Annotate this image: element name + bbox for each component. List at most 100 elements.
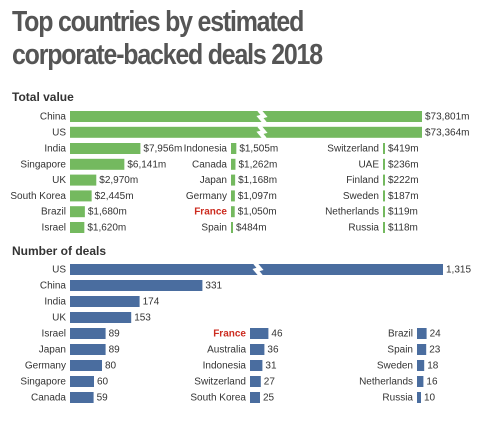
bar-finland	[383, 174, 385, 186]
category-label-finland: Finland	[346, 175, 379, 186]
bar-germany	[231, 190, 235, 202]
category-label-russia: Russia	[382, 393, 413, 404]
bar-switzerland	[250, 376, 261, 387]
bar-japan	[231, 174, 236, 186]
category-label-uk: UK	[52, 313, 66, 324]
category-label-china: China	[40, 281, 67, 292]
value-label-france: $1,050m	[238, 207, 277, 218]
category-label-netherlands: Netherlands	[325, 207, 379, 218]
category-label-indonesia: Indonesia	[203, 361, 247, 372]
value-label-spain: $484m	[236, 223, 267, 234]
bar-australia	[250, 344, 265, 355]
bar-india	[70, 143, 141, 154]
value-label-india: 174	[143, 297, 160, 308]
value-label-china: $73,801m	[425, 112, 469, 123]
category-label-south-korea: South Korea	[190, 393, 246, 404]
bar-uk	[70, 174, 97, 186]
value-label-australia: 36	[267, 345, 279, 356]
bar-india	[70, 296, 140, 307]
value-label-us: $73,364m	[425, 127, 469, 138]
category-label-china: China	[40, 112, 67, 123]
category-label-spain: Spain	[201, 223, 227, 234]
bar-canada	[70, 392, 94, 403]
category-label-uae: UAE	[358, 159, 379, 170]
category-label-germany: Germany	[186, 191, 227, 202]
category-label-singapore: Singapore	[20, 377, 66, 388]
value-label-brazil: 24	[430, 329, 442, 340]
value-label-canada: $1,262m	[238, 159, 277, 170]
value-label-canada: 59	[97, 393, 109, 404]
number-of-deals-panel: Number of deals US 1,315 China 331 India 174 UK…	[12, 244, 471, 404]
value-label-uae: $236m	[388, 159, 419, 170]
bar-china	[70, 111, 422, 122]
chart-title-line-2: corporate-backed deals 2018	[12, 39, 323, 71]
bar-switzerland	[383, 143, 385, 154]
category-label-switzerland: Switzerland	[194, 377, 246, 388]
category-label-france: France	[213, 329, 246, 340]
category-label-switzerland: Switzerland	[327, 144, 379, 155]
bar-singapore	[70, 158, 125, 170]
bar-netherlands	[417, 376, 424, 387]
category-label-sweden: Sweden	[377, 361, 413, 372]
value-label-spain: 23	[429, 345, 441, 356]
value-label-france: 46	[271, 329, 283, 340]
bar-china	[70, 280, 203, 291]
value-label-japan: $1,168m	[238, 175, 277, 186]
bar-brazil	[417, 328, 427, 339]
value-label-india: $7,956m	[143, 144, 182, 155]
bar-brazil	[70, 206, 85, 218]
bar-spain	[417, 344, 427, 355]
bar-spain	[231, 222, 233, 233]
category-label-brazil: Brazil	[41, 207, 66, 218]
value-label-brazil: $1,680m	[88, 207, 127, 218]
bar-france	[250, 328, 269, 339]
category-label-south-korea: South Korea	[10, 191, 66, 202]
bar-indonesia	[231, 143, 237, 154]
bar-south-korea	[70, 190, 92, 202]
value-label-singapore: 60	[97, 377, 109, 388]
category-label-russia: Russia	[348, 223, 379, 234]
category-label-sweden: Sweden	[343, 191, 379, 202]
category-label-us: US	[52, 127, 66, 138]
bar-south-korea	[250, 392, 260, 403]
bar-netherlands	[383, 206, 385, 218]
bar-singapore	[70, 376, 94, 387]
bar-uk	[70, 312, 132, 323]
value-label-germany: $1,097m	[238, 191, 277, 202]
value-label-russia: 10	[424, 393, 436, 404]
category-label-singapore: Singapore	[20, 159, 66, 170]
axis-break-us	[256, 124, 268, 141]
bar-sweden	[417, 360, 425, 371]
value-label-japan: 89	[109, 345, 121, 356]
category-label-israel: Israel	[42, 223, 66, 234]
panel-title: Number of deals	[12, 244, 106, 258]
category-label-australia: Australia	[207, 345, 246, 356]
chart-title-line-1: Top countries by estimated	[12, 6, 304, 38]
category-label-japan: Japan	[39, 345, 66, 356]
value-label-sweden: 18	[427, 361, 439, 372]
value-label-south-korea: 25	[263, 393, 275, 404]
value-label-israel: $1,620m	[87, 223, 126, 234]
value-label-uk: $2,970m	[99, 175, 138, 186]
value-label-finland: $222m	[388, 175, 419, 186]
chart-title: Top countries by estimated corporate-bac…	[12, 6, 323, 72]
category-label-india: India	[44, 297, 66, 308]
category-label-india: India	[44, 144, 66, 155]
value-label-israel: 89	[109, 329, 121, 340]
category-label-netherlands: Netherlands	[359, 377, 413, 388]
category-label-uk: UK	[52, 175, 66, 186]
category-label-canada: Canada	[192, 159, 227, 170]
panel-title: Total value	[12, 90, 74, 104]
bar-indonesia	[250, 360, 263, 371]
value-label-indonesia: $1,505m	[239, 144, 278, 155]
bar-russia	[383, 222, 385, 233]
value-label-netherlands: $119m	[388, 207, 418, 218]
category-label-japan: Japan	[200, 175, 227, 186]
bar-israel	[70, 328, 106, 339]
bar-russia	[417, 392, 421, 403]
category-label-germany: Germany	[25, 361, 66, 372]
value-label-switzerland: 27	[264, 377, 276, 388]
bar-canada	[231, 158, 236, 170]
value-label-us: 1,315	[446, 265, 471, 276]
